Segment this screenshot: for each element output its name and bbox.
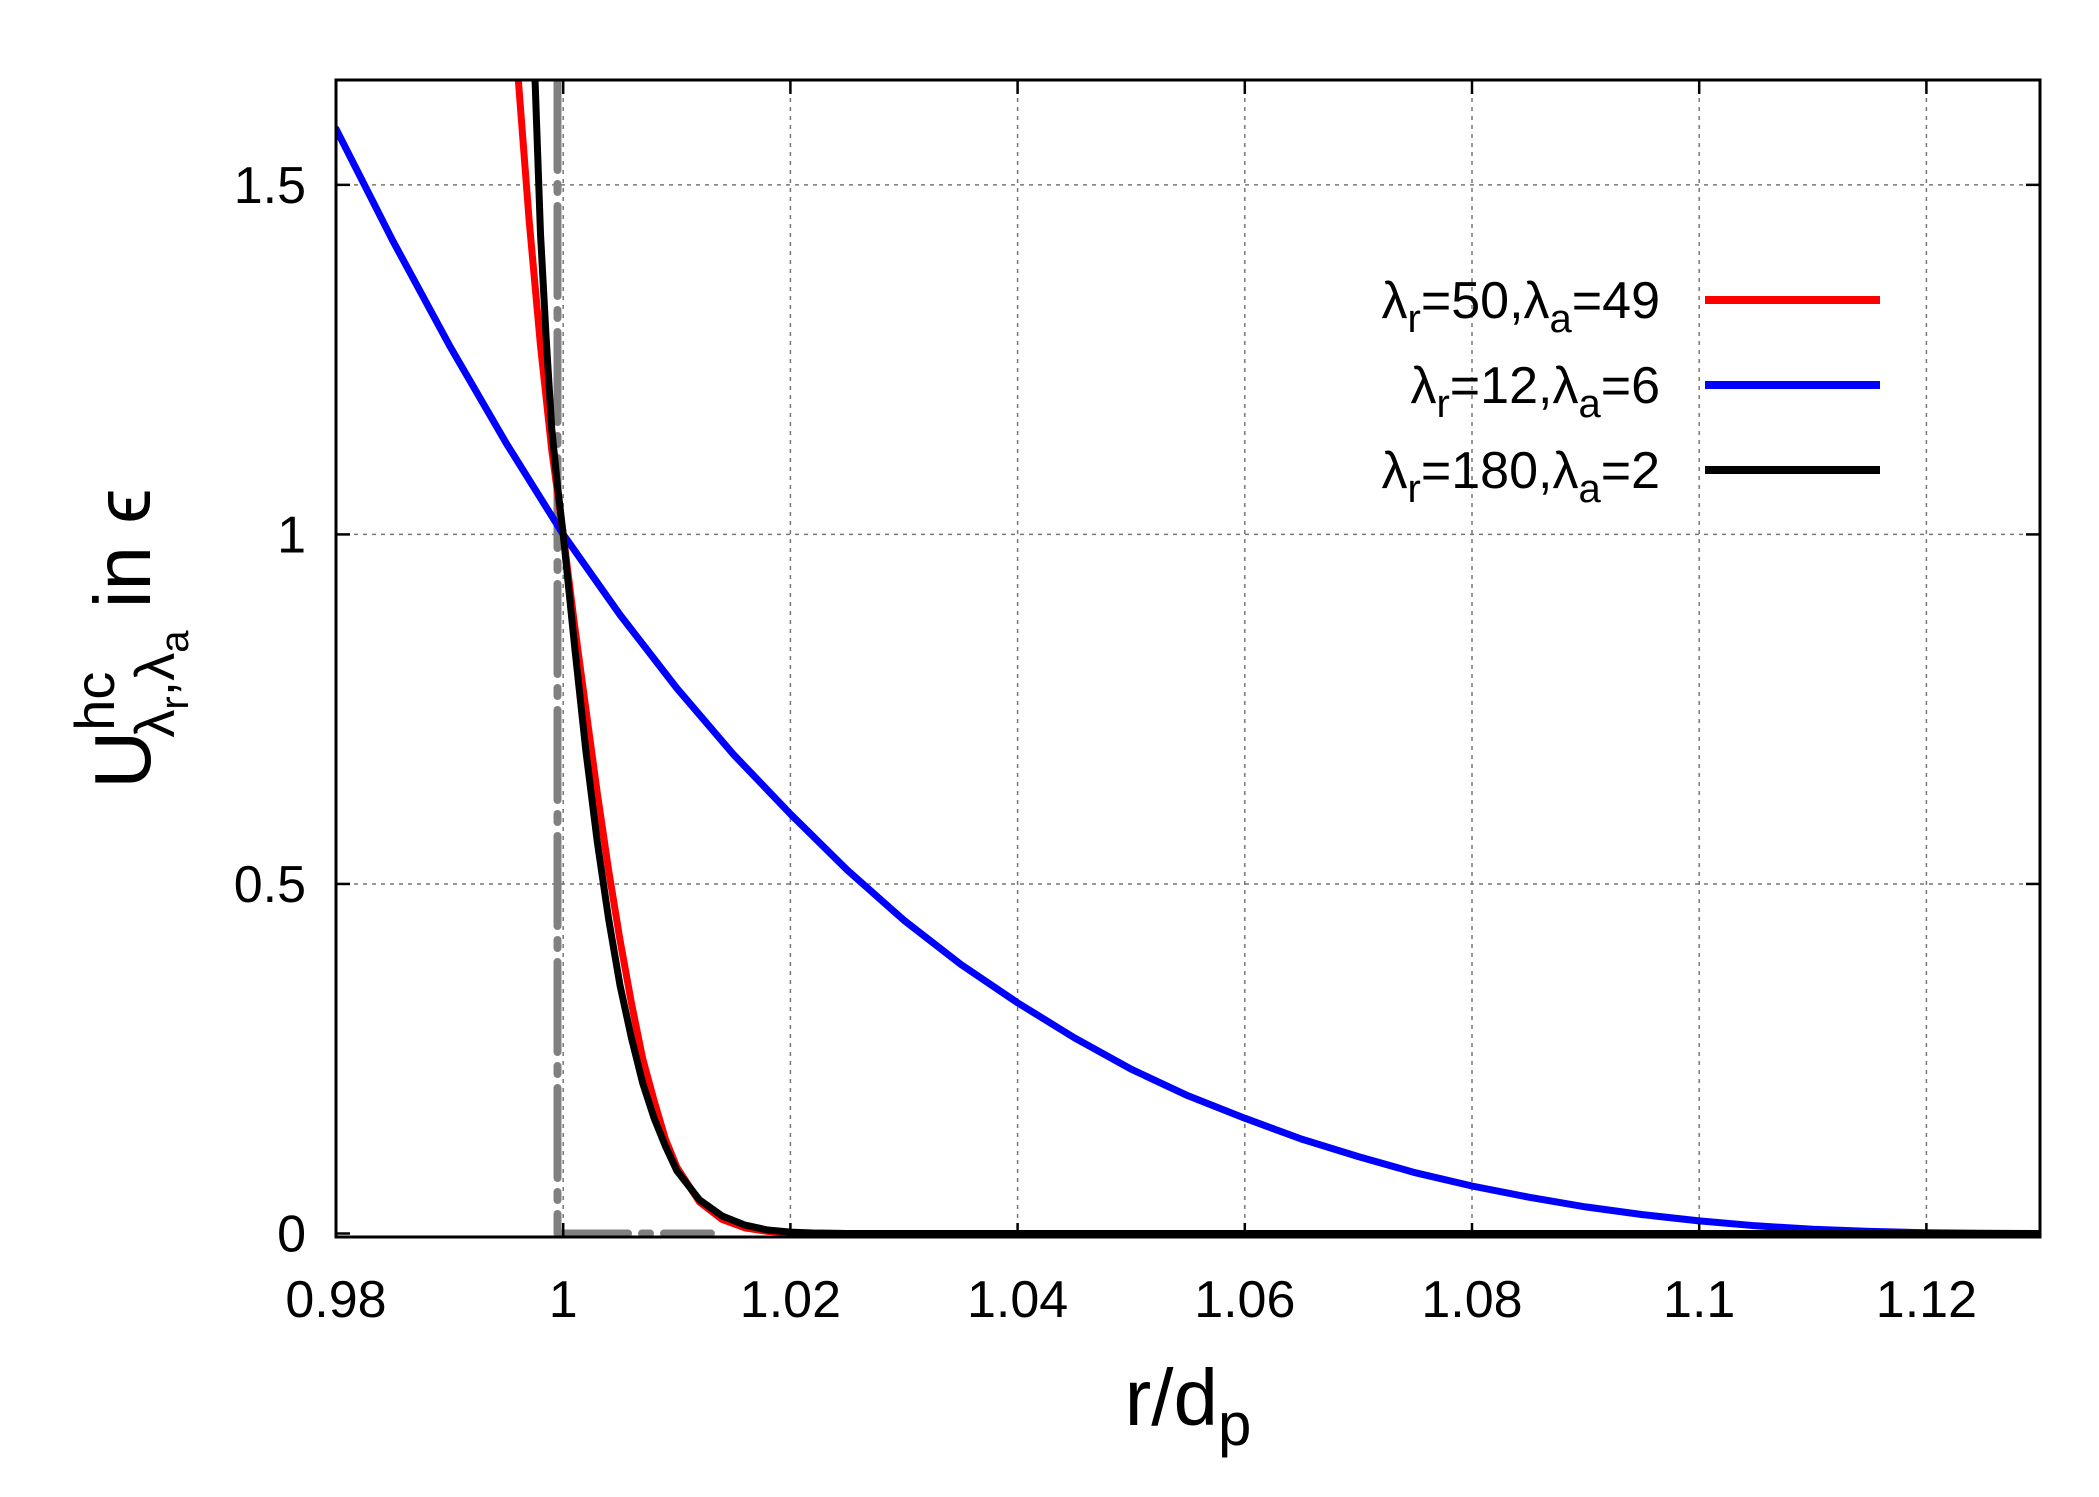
plot-series — [336, 80, 2040, 1237]
y-axis-label-subscript-a: a — [153, 630, 197, 653]
x-tick-label: 1.04 — [967, 1271, 1068, 1329]
x-tick-label: 1 — [549, 1271, 578, 1329]
grid-lines — [336, 80, 2040, 1237]
y-axis-label-main: U — [78, 731, 167, 789]
y-axis-label-subscript-r: r — [153, 696, 197, 709]
y-axis-label-suffix: in ϵ — [78, 488, 167, 630]
legend-label: λr=50,λa=49 — [1382, 272, 1660, 341]
legend: λr=50,λa=49 λr=12,λa=6 λr=180,λa=2 — [1382, 272, 1880, 511]
x-tick-label: 1.1 — [1663, 1271, 1735, 1329]
x-tick-label: 1.06 — [1194, 1271, 1295, 1329]
x-axis-label-subscript: p — [1218, 1391, 1251, 1458]
y-tick-label: 1.5 — [234, 157, 306, 215]
y-axis-label-subscript-comma: , — [123, 681, 186, 697]
series-line — [531, 80, 2040, 1237]
series-line — [514, 80, 2040, 1237]
x-axis-label-main: r/d — [1125, 1353, 1218, 1442]
x-tick-label: 1.12 — [1876, 1271, 1977, 1329]
plot-frame — [334, 78, 2042, 1239]
axis-ticks: 0.98 1 1.02 1.04 1.06 1.08 1.1 1.12 0 0.5 1 1.5 — [234, 80, 2040, 1329]
x-axis-label: r/dp — [1125, 1353, 1252, 1458]
y-axis-label-superscript: hc — [63, 672, 126, 731]
x-tick-label: 1.02 — [740, 1271, 841, 1329]
y-axis-label-subscript-lambda-r: λ — [123, 710, 186, 738]
y-axis-label-subscript-lambda-a: λ — [123, 653, 186, 681]
y-axis-label: Uhcλr,λa in ϵ — [63, 488, 197, 788]
series-line — [336, 125, 2040, 1237]
legend-label: λr=12,λa=6 — [1410, 357, 1660, 426]
x-tick-label: 0.98 — [285, 1271, 386, 1329]
y-tick-label: 0.5 — [234, 856, 306, 914]
y-tick-label: 0 — [277, 1206, 306, 1264]
legend-label: λr=180,λa=2 — [1382, 442, 1660, 511]
x-tick-label: 1.08 — [1421, 1271, 1522, 1329]
y-tick-label: 1 — [277, 506, 306, 564]
